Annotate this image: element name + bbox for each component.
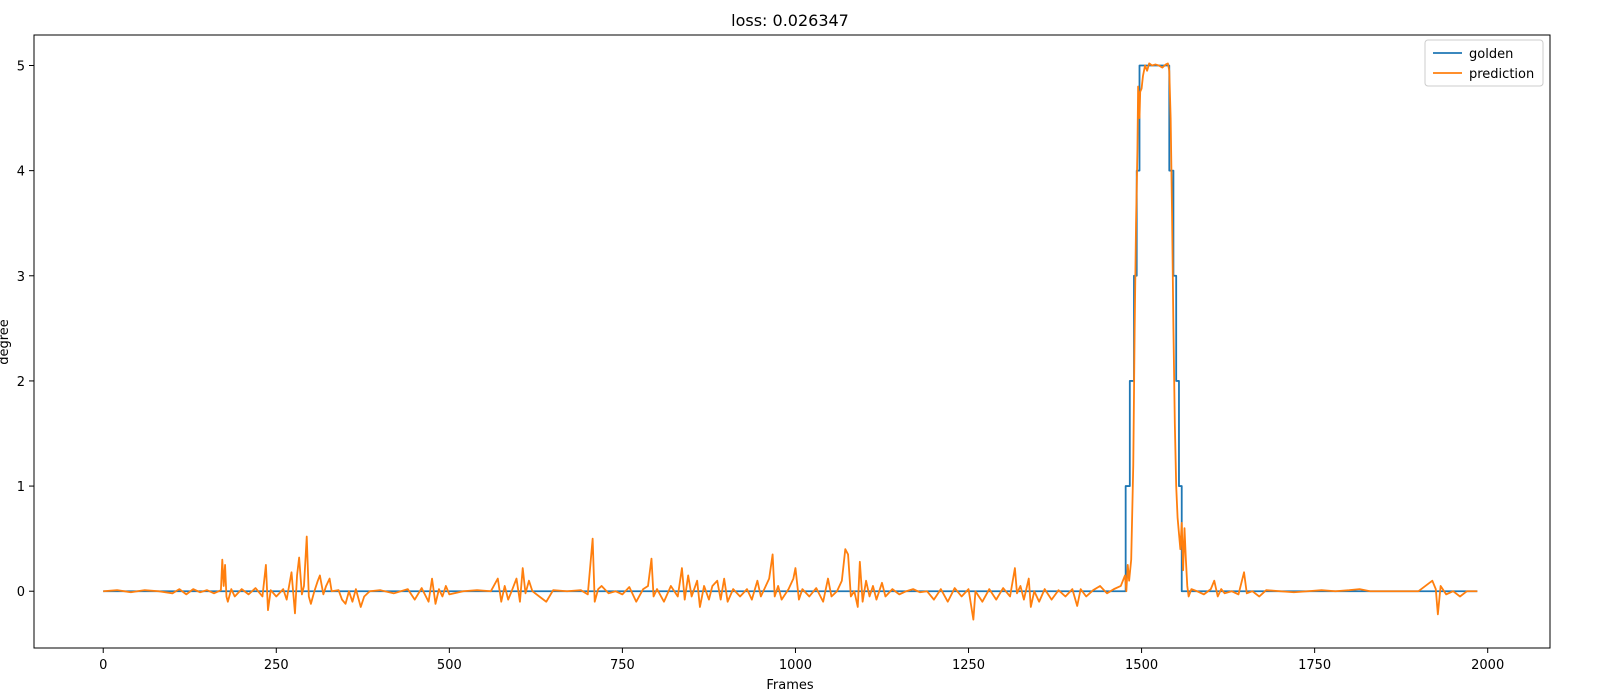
x-axis-label: Frames <box>766 678 814 693</box>
y-axis: 0 1 2 3 4 5 <box>17 59 34 600</box>
x-tick-label: 250 <box>264 658 289 673</box>
legend: golden prediction <box>1424 39 1544 87</box>
legend-label-golden: golden <box>1469 47 1513 62</box>
series-line-prediction <box>103 62 1478 621</box>
x-tick-label: 1250 <box>952 658 985 673</box>
chart-title: loss: 0.026347 <box>731 11 849 30</box>
y-tick-label: 0 <box>17 585 25 600</box>
y-axis-label: degree <box>0 319 12 365</box>
x-tick-label: 750 <box>610 658 635 673</box>
y-tick-label: 1 <box>17 480 25 495</box>
y-tick-label: 5 <box>17 59 25 74</box>
x-axis: 0 250 500 750 1000 1250 1500 1750 2000 <box>99 648 1504 673</box>
x-tick-label: 500 <box>437 658 462 673</box>
x-tick-label: 1000 <box>779 658 812 673</box>
x-tick-label: 1750 <box>1298 658 1331 673</box>
x-tick-label: 0 <box>99 658 107 673</box>
legend-label-prediction: prediction <box>1469 67 1534 82</box>
x-tick-label: 1500 <box>1125 658 1158 673</box>
plot-area <box>33 34 1551 649</box>
y-tick-label: 2 <box>17 375 25 390</box>
y-tick-label: 3 <box>17 270 25 285</box>
y-tick-label: 4 <box>17 165 25 180</box>
x-tick-label: 2000 <box>1471 658 1504 673</box>
